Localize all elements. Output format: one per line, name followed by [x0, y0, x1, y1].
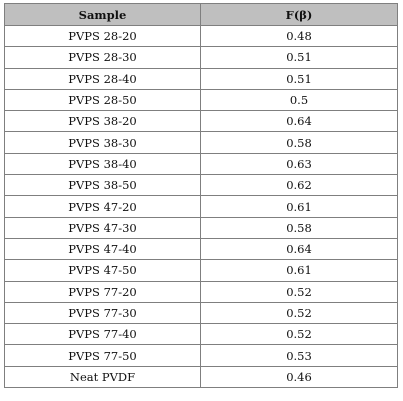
cell-f-beta: 0.53 — [200, 344, 398, 367]
cell-sample: PVPS 77-20 — [4, 280, 201, 303]
cell-sample: PVPS 47-50 — [4, 259, 201, 282]
cell-f-beta: 0.61 — [200, 259, 398, 282]
cell-sample: PVPS 38-40 — [4, 152, 201, 176]
cell-sample: PVPS 47-20 — [4, 195, 201, 218]
cell-f-beta: 0.64 — [200, 110, 398, 133]
cell-sample: PVPS 38-50 — [4, 174, 201, 197]
table-row: PVPS 47-50 0.61 — [4, 259, 398, 282]
cell-f-beta: 0.52 — [200, 301, 398, 325]
cell-f-beta: 0.52 — [200, 280, 398, 303]
table-row: PVPS 38-50 0.62 — [4, 174, 398, 197]
table-row: PVPS 28-40 0.51 — [4, 67, 398, 90]
cell-sample: PVPS 28-30 — [4, 46, 201, 69]
cell-f-beta: 0.58 — [200, 131, 398, 154]
table-row: PVPS 47-40 0.64 — [4, 237, 398, 261]
cell-sample: PVPS 28-40 — [4, 67, 201, 90]
cell-sample: PVPS 47-40 — [4, 237, 201, 261]
cell-sample: PVPS 38-20 — [4, 110, 201, 133]
cell-sample: PVPS 47-30 — [4, 216, 201, 239]
table-body: PVPS 28-20 0.48 PVPS 28-30 0.51 PVPS 28-40 0.… — [4, 24, 398, 389]
table-row: PVPS 28-50 0.5 — [4, 88, 398, 112]
cell-f-beta: 0.63 — [200, 152, 398, 176]
cell-f-beta: 0.46 — [200, 365, 398, 389]
table-row: PVPS 38-40 0.63 — [4, 152, 398, 176]
cell-f-beta: 0.64 — [200, 237, 398, 261]
cell-f-beta: 0.52 — [200, 323, 398, 346]
cell-f-beta: 0.51 — [200, 46, 398, 69]
table-row: PVPS 38-20 0.64 — [4, 110, 398, 133]
table-header: Sample F(β) — [4, 3, 398, 26]
table-row: PVPS 38-30 0.58 — [4, 131, 398, 154]
cell-sample: PVPS 28-50 — [4, 88, 201, 112]
cell-f-beta: 0.48 — [200, 24, 398, 48]
table-row: PVPS 28-20 0.48 — [4, 24, 398, 48]
table-container: Sample F(β) PVPS 28-20 0.48 PVPS 28-30 0.51… — [4, 3, 398, 389]
cell-sample: PVPS 28-20 — [4, 24, 201, 48]
cell-f-beta: 0.62 — [200, 174, 398, 197]
header-f-beta: F(β) — [200, 3, 398, 26]
table-row: PVPS 28-30 0.51 — [4, 46, 398, 69]
table-row: PVPS 47-20 0.61 — [4, 195, 398, 218]
cell-sample: PVPS 77-30 — [4, 301, 201, 325]
table-row: PVPS 77-50 0.53 — [4, 344, 398, 367]
cell-f-beta: 0.61 — [200, 195, 398, 218]
cell-f-beta: 0.58 — [200, 216, 398, 239]
cell-f-beta: 0.5 — [200, 88, 398, 112]
table-row: PVPS 77-30 0.52 — [4, 301, 398, 325]
table-row: PVPS 77-20 0.52 — [4, 280, 398, 303]
cell-sample: Neat PVDF — [4, 365, 201, 389]
table-row: PVPS 47-30 0.58 — [4, 216, 398, 239]
table-row: PVPS 77-40 0.52 — [4, 323, 398, 346]
cell-sample: PVPS 77-40 — [4, 323, 201, 346]
cell-sample: PVPS 77-50 — [4, 344, 201, 367]
cell-sample: PVPS 38-30 — [4, 131, 201, 154]
header-sample: Sample — [4, 3, 201, 26]
cell-f-beta: 0.51 — [200, 67, 398, 90]
table-row: Neat PVDF 0.46 — [4, 365, 398, 389]
header-row: Sample F(β) — [4, 3, 398, 26]
data-table: Sample F(β) PVPS 28-20 0.48 PVPS 28-30 0.51… — [4, 3, 398, 389]
